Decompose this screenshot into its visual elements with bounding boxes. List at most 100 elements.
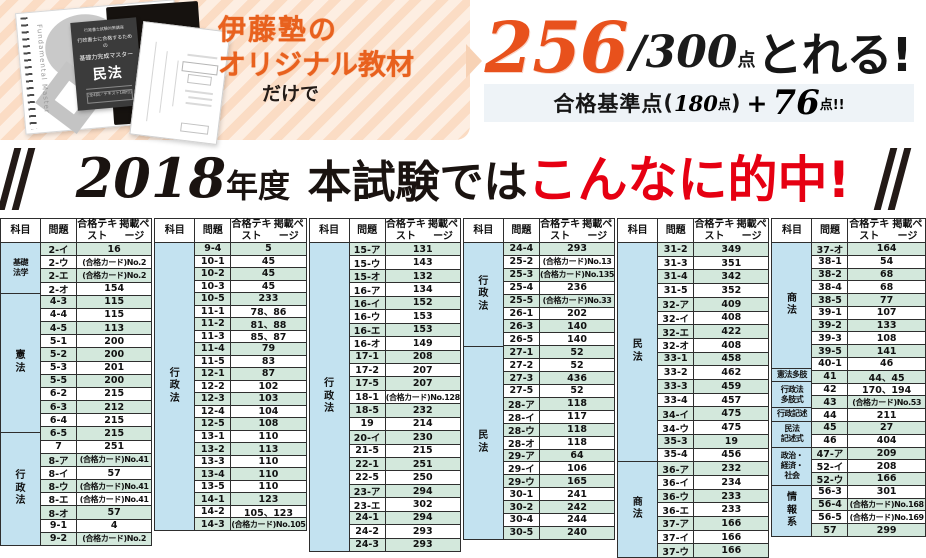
subject-cell: 商法	[618, 461, 658, 557]
table-row: 2-エ (合格カード)No.2	[41, 269, 152, 283]
subject-column: 行政法	[155, 243, 196, 530]
page-reference: 46	[848, 358, 925, 370]
table-header-row: 科目 問題 合格テキスト 掲載ページ	[154, 218, 307, 243]
page-reference: 251	[385, 458, 460, 471]
passing-score-label: 合格基準点	[553, 92, 664, 116]
page-reference: 475	[694, 407, 769, 421]
paren-close: )	[730, 91, 742, 115]
table-row: 12-3 103	[195, 393, 306, 406]
table-row: 17-2 207	[349, 363, 460, 378]
page-reference: (合格カード)No.53	[848, 396, 925, 409]
page-reference: (合格カード)No.2	[77, 269, 152, 282]
table-row: 5-3 201	[41, 361, 152, 375]
question-number: 14-3	[195, 518, 232, 530]
page-reference: 240	[539, 526, 615, 539]
table-row: 24-4 293	[503, 243, 615, 256]
page-reference: 233	[231, 293, 306, 305]
question-number: 28-ア	[503, 397, 540, 411]
question-number: 24-2	[349, 525, 386, 538]
table-row: 31-5 352	[658, 284, 769, 298]
table-row: 16-ア 134	[349, 283, 460, 297]
score-total: /300	[629, 27, 738, 78]
page-reference: 140	[539, 333, 615, 346]
question-number: 12-2	[195, 380, 232, 393]
page-reference: 64	[539, 449, 615, 462]
question-number: 56-5	[812, 511, 849, 524]
question-number: 11-3	[195, 330, 232, 343]
header-page: 合格テキスト 掲載ページ	[849, 219, 923, 242]
sheet-text-line-1	[187, 53, 218, 60]
score-exclaim: とれる!	[756, 28, 913, 82]
question-number: 5-1	[41, 335, 77, 348]
question-number: 32-エ	[658, 325, 695, 339]
question-number: 17-2	[349, 363, 386, 377]
question-number: 6-3	[41, 401, 77, 414]
table-row: 12-2 102	[195, 380, 306, 394]
table-header-row: 科目 問題 合格テキスト 掲載ページ	[617, 218, 770, 243]
subject-cell: 政治・ 経済・ 社会	[772, 447, 812, 487]
question-number: 28-イ	[503, 410, 540, 424]
table-header-row: 科目 問題 合格テキスト 掲載ページ	[0, 218, 153, 243]
page-reference: 232	[694, 462, 769, 475]
page-reference: 154	[77, 282, 152, 295]
question-number: 29-ア	[503, 449, 540, 462]
page-reference: 408	[694, 338, 769, 352]
table-row: 13-5 110	[195, 480, 306, 494]
header-page: 合格テキスト 掲載ページ	[540, 219, 613, 242]
table-body: 行政法民法 24-4 293 25-2 (合格カード)No.13 25-3 (合格カード)N…	[462, 243, 616, 540]
table-row: 25-3 (合格カード)No.135	[503, 268, 614, 282]
table-row: 24-3 293	[349, 538, 460, 552]
page-reference: 123	[231, 493, 306, 505]
header-page: 合格テキスト 掲載ページ	[694, 219, 767, 242]
subject-cell: 憲法多肢	[772, 368, 812, 383]
table-row: 13-1 110	[195, 430, 306, 444]
question-number: 39-3	[812, 332, 849, 345]
score-highlight: 256 /300 点 とれる! 合格基準点 ( 180 点 ) + 76 点!!	[470, 0, 926, 140]
page-reference: 118	[539, 423, 615, 436]
table-row: 25-4 236	[503, 281, 615, 295]
page-reference: 422	[694, 325, 769, 338]
page-reference: 87	[231, 368, 306, 380]
data-rows: 24-4 293 25-2 (合格カード)No.13 25-3 (合格カード)No.135…	[503, 243, 615, 539]
question-number: 30-2	[503, 501, 540, 514]
page-reference: 301	[848, 485, 925, 498]
header-question: 問題	[41, 219, 77, 242]
question-number: 42	[812, 383, 849, 396]
table-row: 24-2 293	[349, 525, 460, 539]
table-row: 37-ウ 166	[658, 544, 769, 558]
score-unit: 点	[737, 50, 756, 71]
page-reference: 68	[848, 268, 925, 281]
sheet-rule-2	[159, 51, 168, 113]
subject-cell: 行政法	[309, 243, 349, 551]
textbook-title: 民法	[92, 64, 124, 84]
table-column-group: 科目 問題 合格テキスト 掲載ページ商法憲法多肢 行政法 多肢式 行政記述 民法 記述式 政治・経…	[771, 218, 926, 537]
header-question: 問題	[658, 219, 695, 242]
page-reference: 68	[848, 281, 925, 294]
question-number: 25-4	[503, 281, 540, 294]
page-reference: 110	[231, 455, 306, 468]
page-reference: 352	[694, 284, 769, 297]
page-reference: 104	[231, 405, 306, 418]
question-number: 36-ア	[658, 462, 695, 476]
question-number: 28-オ	[503, 436, 540, 450]
table-row: 28-ア 118	[503, 397, 615, 411]
question-number: 56-4	[812, 498, 849, 511]
question-number: 5-5	[41, 374, 77, 387]
question-number: 33-3	[658, 380, 695, 393]
question-number: 17-5	[349, 377, 386, 390]
page-reference: 236	[539, 281, 615, 294]
table-row: 12-5 108	[195, 418, 306, 431]
page-reference: 44、45	[848, 370, 925, 384]
data-rows: 31-2 349 31-3 351 31-4 342 31-5 352 32-ア 409 32-イ 4…	[658, 243, 769, 558]
page-reference: 118	[539, 436, 615, 449]
data-rows: 37-オ 164 38-1 54 38-2 68 38-4 68 38-5 77 39-1 107 39…	[812, 243, 925, 536]
passing-score-value: 180	[674, 90, 718, 116]
page-reference: 207	[385, 377, 460, 390]
table-row: 42 170、194	[812, 383, 925, 396]
page-reference: 153	[385, 310, 460, 323]
table-body: 行政法 15-ア 131 15-ウ 143 15-オ 132 16-ア 134 16-イ 152 16…	[308, 243, 461, 552]
page-reference: (合格カード)No.168	[848, 498, 925, 511]
question-number: 24-3	[349, 538, 386, 552]
table-row: 26-5 140	[503, 333, 615, 347]
table-row: 10-3 45	[195, 280, 306, 294]
